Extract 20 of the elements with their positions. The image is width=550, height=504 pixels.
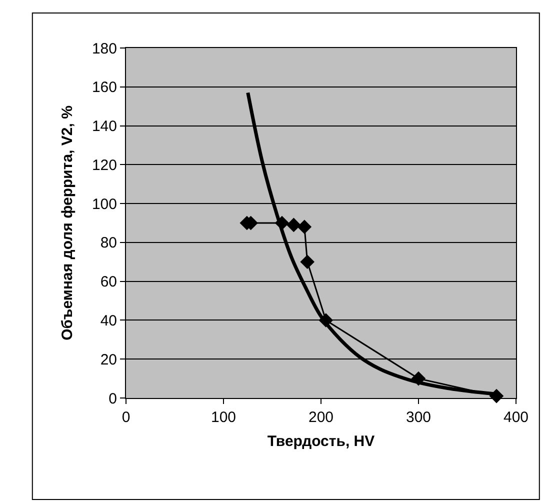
x-tick-label: 400 [503,409,529,426]
y-tick-label: 160 [92,79,117,96]
point [297,220,312,234]
y-axis-title: Объемная доля феррита, V2, % [59,106,76,340]
x-tick-label: 100 [210,409,236,426]
y-tick-label: 120 [92,156,117,174]
y-tick-label: 180 [92,40,117,58]
y-tick-label: 60 [100,274,117,291]
y-tick-label: 140 [92,118,117,136]
y-tick-label: 40 [100,312,117,330]
y-tick-label: 0 [108,390,117,408]
y-tick-label: 100 [92,196,117,213]
x-tick-label: 300 [406,409,432,426]
x-axis-title: Твердость, HV [267,433,375,450]
y-tick-label: 20 [100,351,117,368]
x-tick-label: 0 [122,409,130,426]
point [286,218,301,232]
point [300,254,314,270]
x-tick-label: 200 [308,409,334,426]
y-tick-label: 80 [100,234,117,252]
